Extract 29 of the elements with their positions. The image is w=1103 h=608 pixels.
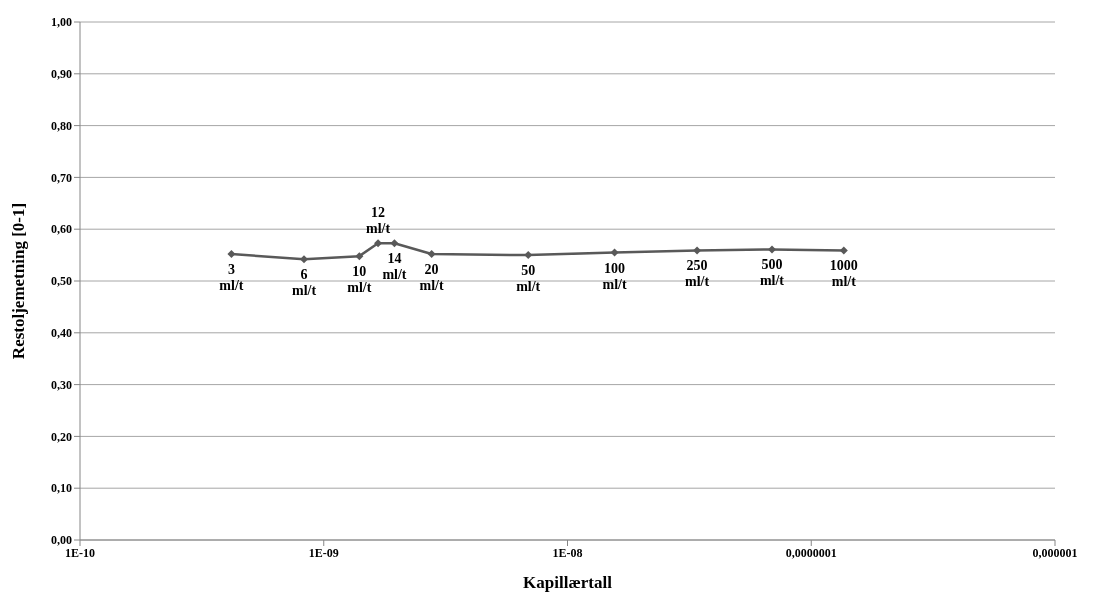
- annotation: 6 ml/t: [291, 267, 317, 299]
- y-tick-label: 0,90: [51, 67, 72, 82]
- annotation: 12 ml/t: [365, 205, 391, 237]
- annotation: 3 ml/t: [219, 262, 244, 294]
- x-tick-label: 1E-10: [65, 545, 95, 560]
- x-tick-label: 0,000001: [1032, 545, 1078, 560]
- annotation: 100 ml/t: [602, 260, 627, 292]
- y-axis-title: Restoljemetning [0-1]: [9, 202, 29, 360]
- x-tick-label: 1E-09: [308, 545, 339, 560]
- annotation: 1000 ml/t: [829, 258, 858, 290]
- annotation: 20 ml/t: [419, 262, 444, 294]
- annotation: 500 ml/t: [759, 257, 785, 289]
- x-axis-title: Kapillærtall: [523, 573, 613, 592]
- annotation: 50 ml/t: [516, 263, 541, 295]
- y-tick-label: 0,60: [51, 222, 72, 237]
- annotation: 14 ml/t: [382, 251, 407, 283]
- y-tick-label: 0,80: [51, 118, 72, 133]
- x-tick-label: 1E-08: [552, 545, 583, 560]
- annotation: 250 ml/t: [684, 258, 710, 290]
- x-tick-label: 0,0000001: [785, 545, 837, 560]
- y-tick-label: 0,70: [51, 170, 72, 185]
- y-tick-label: 0,30: [51, 377, 72, 392]
- y-tick-label: 0,50: [51, 274, 72, 289]
- annotation: 10 ml/t: [347, 264, 372, 296]
- y-tick-label: 0,40: [51, 326, 72, 341]
- y-tick-label: 0,20: [51, 429, 72, 444]
- y-tick-label: 0,00: [51, 533, 72, 548]
- y-tick-label: 0,10: [51, 481, 72, 496]
- y-tick-label: 1,00: [51, 15, 72, 30]
